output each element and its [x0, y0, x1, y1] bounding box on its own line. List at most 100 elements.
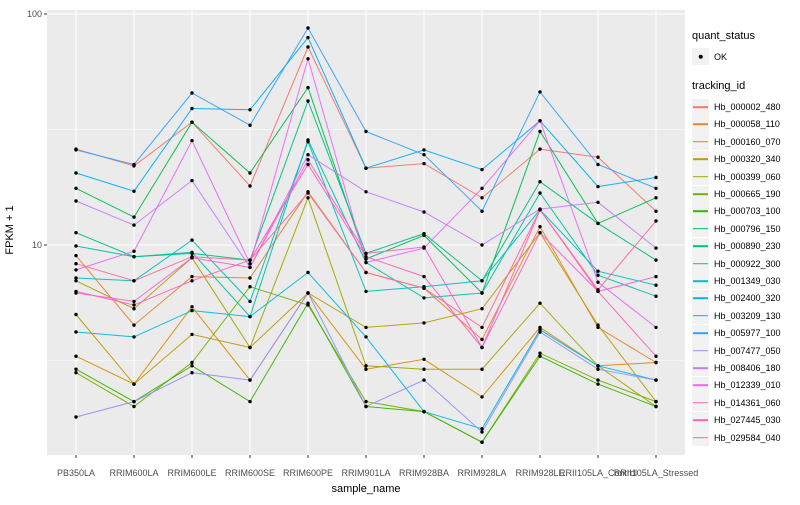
line-swatch-icon [693, 262, 708, 265]
line-swatch-icon [693, 419, 708, 421]
x-tick-label: RRII105LA_Control [559, 468, 637, 478]
data-point-Hb_002400_320 [306, 270, 310, 275]
legend-item-Hb_007477_050: Hb_007477_050 [692, 342, 798, 360]
legend-key-line [692, 255, 709, 273]
data-point-Hb_000922_300 [190, 250, 194, 254]
data-point-Hb_014361_060 [306, 158, 310, 162]
data-point-Hb_000922_300 [538, 191, 542, 195]
data-point-Hb_003209_130 [306, 35, 310, 40]
legend-item-label: Hb_000703_100 [714, 206, 781, 217]
data-point-Hb_005977_100 [306, 26, 310, 30]
data-point-Hb_002400_320 [422, 409, 426, 414]
data-point-Hb_005977_100 [74, 148, 78, 152]
data-point-Hb_008406_180 [480, 243, 484, 247]
data-point-Hb_000002_480 [306, 45, 310, 49]
legend-item-quant-status: OK [692, 48, 798, 66]
data-point-Hb_000922_300 [132, 255, 136, 259]
legend-item-label: Hb_000890_230 [714, 241, 781, 252]
data-point-Hb_008406_180 [596, 200, 600, 204]
data-point-Hb_003209_130 [74, 171, 78, 175]
data-point-Hb_000002_480 [654, 209, 658, 213]
data-point-Hb_000796_150 [74, 186, 78, 190]
legend-item-label: Hb_005977_100 [714, 328, 781, 339]
data-point-Hb_007477_050 [306, 291, 310, 295]
legend-key-line [692, 289, 709, 307]
legend-item-Hb_000320_340: Hb_000320_340 [692, 150, 798, 168]
legend-item-label: Hb_029584_040 [714, 432, 781, 443]
data-point-Hb_000703_100 [74, 367, 78, 371]
data-point-Hb_005977_100 [538, 90, 542, 94]
data-point-Hb_000665_190 [74, 371, 78, 375]
legend-key-line [692, 307, 709, 325]
data-point-Hb_000703_100 [538, 354, 542, 358]
data-point-Hb_000058_110 [538, 225, 542, 229]
y-tick-label: 10 [32, 240, 42, 250]
data-point-Hb_007477_050 [654, 378, 658, 382]
data-point-Hb_000703_100 [190, 364, 194, 368]
data-point-Hb_002400_320 [480, 427, 484, 431]
data-point-Hb_002400_320 [596, 364, 600, 368]
data-point-Hb_000665_190 [538, 351, 542, 355]
legend-key-line [692, 237, 709, 255]
data-point-Hb_027445_030 [364, 255, 368, 259]
data-point-Hb_000703_100 [596, 382, 600, 386]
legend-item-Hb_008406_180: Hb_008406_180 [692, 359, 798, 377]
legend-item-Hb_012339_010: Hb_012339_010 [692, 376, 798, 394]
legend-key-line [692, 394, 709, 412]
data-point-Hb_000922_300 [654, 294, 658, 298]
data-point-Hb_029584_040 [422, 286, 426, 290]
legend-item-label: Hb_000399_060 [714, 171, 781, 182]
y-tick-label: 100 [27, 9, 42, 19]
data-point-Hb_029584_040 [248, 258, 252, 262]
data-point-Hb_007477_050 [538, 330, 542, 334]
legend-key-line [692, 220, 709, 238]
x-tick-label: RRII105LA_Stressed [614, 468, 699, 478]
legend-key-line [692, 202, 709, 220]
data-point-Hb_008406_180 [190, 178, 194, 183]
data-point-Hb_007477_050 [190, 371, 194, 375]
data-point-Hb_000320_340 [596, 323, 600, 327]
legend-item-Hb_000399_060: Hb_000399_060 [692, 168, 798, 186]
data-point-Hb_000796_150 [132, 215, 136, 219]
line-swatch-icon [693, 367, 708, 369]
data-point-Hb_012339_010 [248, 262, 252, 266]
legend-item-label: Hb_014361_060 [714, 397, 781, 408]
data-point-Hb_012339_010 [306, 57, 310, 61]
data-point-Hb_005977_100 [364, 129, 368, 134]
x-tick-label: RRIM600LA [109, 468, 158, 478]
legend-title-quant-status: quant_status [692, 30, 755, 42]
data-point-Hb_000002_480 [596, 155, 600, 159]
data-point-Hb_000796_150 [306, 85, 310, 90]
legend-item-label: OK [714, 51, 728, 62]
data-point-Hb_029584_040 [132, 279, 136, 283]
data-point-Hb_000703_100 [654, 404, 658, 409]
data-point-Hb_000665_190 [596, 378, 600, 382]
data-point-Hb_027445_030 [422, 274, 426, 279]
legend-item-Hb_000002_480: Hb_000002_480 [692, 98, 798, 116]
data-point-Hb_007477_050 [422, 378, 426, 382]
data-point-Hb_000320_340 [132, 382, 136, 386]
data-point-Hb_027445_030 [654, 354, 658, 358]
legend-key-point [692, 48, 709, 66]
legend-item-Hb_000058_110: Hb_000058_110 [692, 115, 798, 133]
legend-key-line [692, 168, 709, 186]
axis-group: 100 10 PB350LA RRIM600LA RRIM600LE RRIM600SE R… [27, 9, 698, 478]
line-swatch-icon [693, 158, 708, 161]
line-swatch-icon [693, 280, 708, 282]
data-point-Hb_000703_100 [306, 301, 310, 305]
data-point-Hb_000890_230 [74, 231, 78, 235]
legend-item-Hb_014361_060: Hb_014361_060 [692, 394, 798, 412]
legend-item-label: Hb_000002_480 [714, 102, 781, 113]
legend-item-Hb_000665_190: Hb_000665_190 [692, 185, 798, 203]
point-icon [698, 54, 703, 59]
data-point-Hb_027445_030 [132, 303, 136, 307]
data-point-Hb_000399_060 [248, 345, 252, 350]
data-point-Hb_000320_340 [364, 325, 368, 330]
data-point-Hb_027445_030 [480, 345, 484, 350]
data-point-Hb_000703_100 [480, 440, 484, 444]
data-point-Hb_001349_030 [306, 140, 310, 144]
data-point-Hb_007477_050 [74, 415, 78, 419]
data-point-Hb_001349_030 [74, 276, 78, 280]
